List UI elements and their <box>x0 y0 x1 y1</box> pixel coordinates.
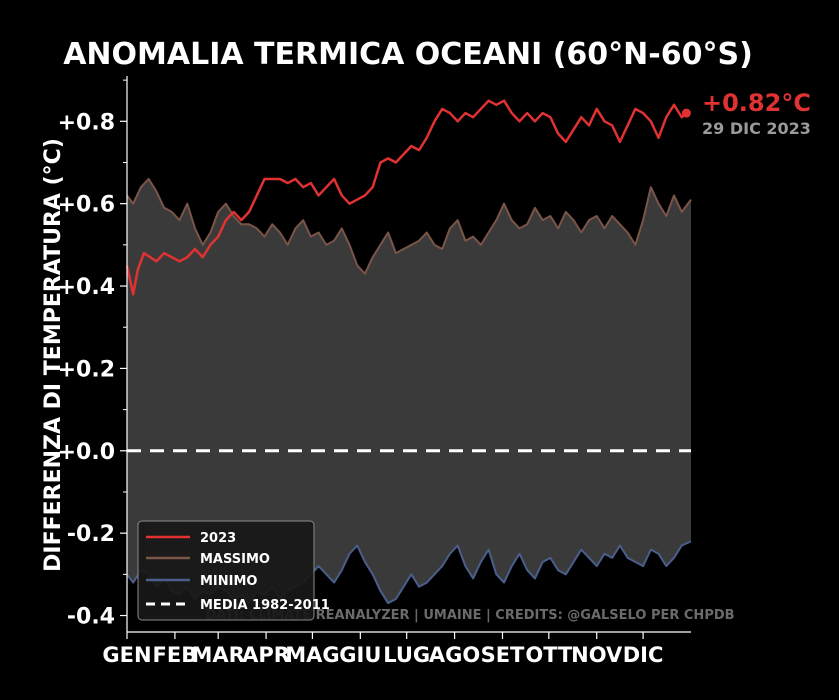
series-line-massimo <box>126 177 692 275</box>
legend-label-media: MEDIA 1982-2011 <box>200 598 330 613</box>
y-tick-label: +0.8 <box>58 110 115 135</box>
max-min-range-band <box>127 178 691 604</box>
legend: 2023 MASSIMO MINIMO MEDIA 1982-2011 <box>137 520 330 621</box>
credits-text: DATI: CLIMATE REANALYZER | UMAINE | CRED… <box>205 608 734 623</box>
y-tick-label: -0.2 <box>67 522 115 547</box>
x-tick-label: OTT <box>525 643 573 667</box>
latest-point-marker <box>681 108 691 118</box>
x-tick-label: GIU <box>339 643 381 667</box>
legend-label-2023: 2023 <box>200 531 236 546</box>
y-tick-label: +0.4 <box>58 275 115 300</box>
x-tick-label: DIC <box>623 643 664 667</box>
latest-value-label: +0.82°C <box>702 89 811 117</box>
x-tick-label: MAR <box>192 643 245 667</box>
latest-date-label: 29 DIC 2023 <box>702 119 811 138</box>
x-tick-label: AGO <box>429 643 480 667</box>
y-tick-label: -0.4 <box>67 605 115 630</box>
x-tick-label: APR <box>242 643 290 667</box>
y-tick-label: +0.2 <box>58 357 115 382</box>
y-tick-label: +0.6 <box>58 193 115 218</box>
x-tick-label: NOV <box>571 643 623 667</box>
y-axis-label: DIFFERENZA DI TEMPERATURA (°C) <box>41 138 66 572</box>
plot-area <box>125 99 692 605</box>
x-tick-label: SET <box>481 643 525 667</box>
legend-box <box>137 520 315 621</box>
legend-label-massimo: MASSIMO <box>200 552 270 567</box>
legend-label-minimo: MINIMO <box>200 574 257 589</box>
x-tick-label: FEB <box>153 643 198 667</box>
x-tick-label: LUG <box>383 643 430 667</box>
chart-title: ANOMALIA TERMICA OCEANI (60°N-60°S) <box>63 37 753 72</box>
series-line-2023 <box>125 99 688 296</box>
x-tick-label: MAG <box>285 643 339 667</box>
axes: +0.8 +0.6 +0.4 +0.2 +0.0 -0.2 -0.4 GEN FEBMARAPR… <box>58 76 691 667</box>
x-tick-label: GEN <box>102 643 151 667</box>
y-tick-label: +0.0 <box>58 440 115 465</box>
latest-annotation: +0.82°C 29 DIC 2023 <box>702 89 811 138</box>
